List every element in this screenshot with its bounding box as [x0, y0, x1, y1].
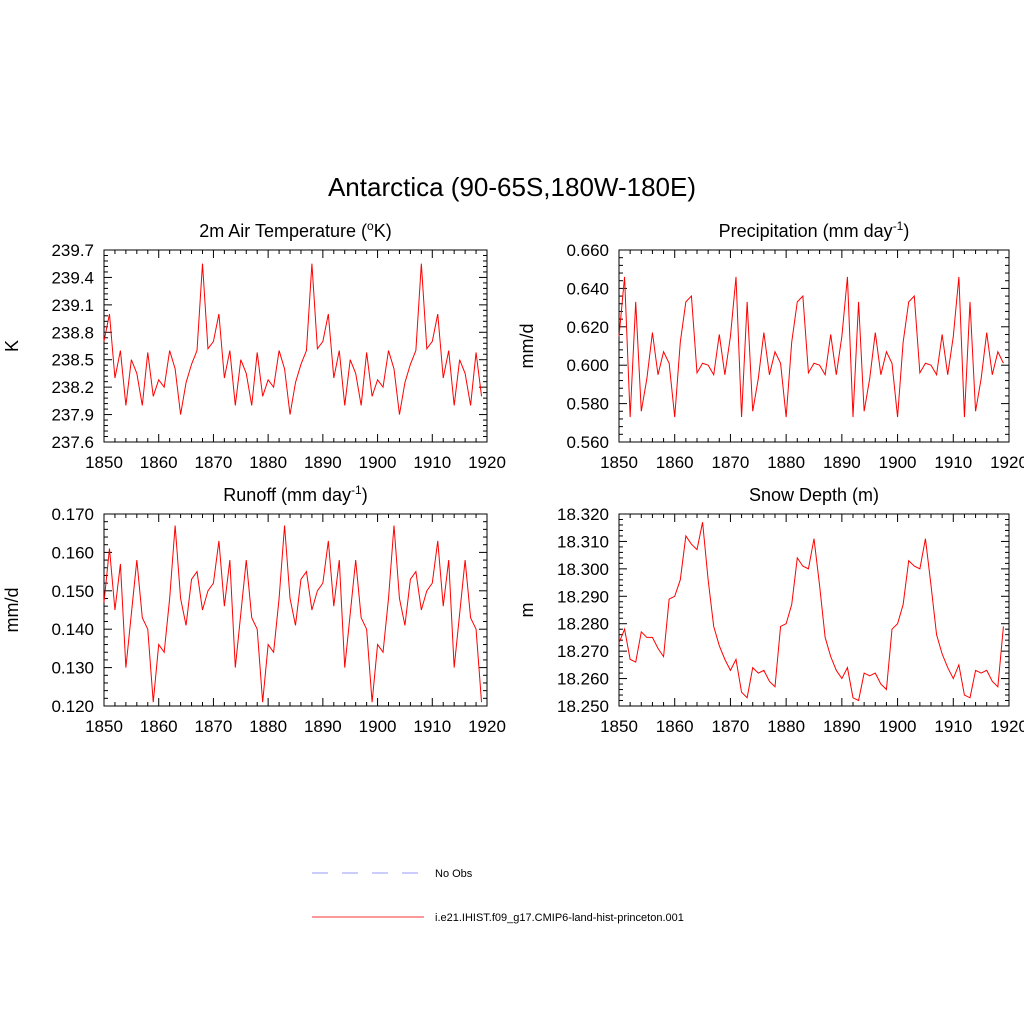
x-tick-label: 1890 [304, 717, 342, 736]
legend: No Obs i.e21.IHIST.f09_g17.CMIP6-land-his… [312, 868, 684, 924]
y-tick-label: 237.6 [51, 433, 94, 452]
x-tick-label: 1870 [195, 717, 233, 736]
series-line [103, 263, 483, 415]
y-tick-label: 0.120 [51, 697, 94, 716]
series-line [618, 522, 1004, 702]
y-tick-label: 18.290 [557, 587, 609, 606]
panel-title-sup: -1 [351, 483, 362, 497]
y-tick-label: 0.600 [566, 356, 609, 375]
x-tick-label: 1890 [823, 453, 861, 472]
y-tick-label: 18.260 [557, 670, 609, 689]
chart-panel-3: Snow Depth (m) m 1850 1860 1870 1880 1890 1900 1… [517, 485, 1024, 736]
y-tick-label: 238.2 [51, 378, 94, 397]
figure-title: Antarctica (90-65S,180W-180E) [328, 172, 696, 202]
y-tick-label: 237.9 [51, 406, 94, 425]
x-tick-label: 1850 [600, 453, 638, 472]
y-tick-label: 18.320 [557, 505, 609, 524]
x-tick-label: 1900 [359, 453, 397, 472]
x-tick-label: 1920 [990, 717, 1024, 736]
y-tick-label: 0.620 [566, 318, 609, 337]
series-line [618, 276, 1004, 418]
chart-panel-1: Precipitation (mm day-1) mm/d 1850 1860 1870… [517, 219, 1024, 472]
chart-panel-0: 2m Air Temperature (oK) K 1850 1860 1870 1880… [2, 219, 506, 472]
x-tick-label: 1880 [767, 453, 805, 472]
panel-title-end: K) [374, 221, 392, 241]
plot-frame [103, 249, 488, 443]
x-tick-label: 1910 [413, 453, 451, 472]
x-tick-label: 1850 [85, 717, 123, 736]
legend-label-1: i.e21.IHIST.f09_g17.CMIP6-land-hist-prin… [435, 912, 684, 924]
y-tick-label: 18.300 [557, 560, 609, 579]
x-tick-label: 1860 [140, 717, 178, 736]
panel-title: 2m Air Temperature (oK) [199, 219, 391, 241]
x-tick-label: 1880 [767, 717, 805, 736]
panel-title: Snow Depth (m) [749, 485, 879, 505]
x-tick-label: 1860 [656, 453, 694, 472]
x-tick-label: 1910 [413, 717, 451, 736]
plot-frame [618, 513, 1010, 707]
y-tick-label: 0.140 [51, 620, 94, 639]
panel-title-text: 2m Air Temperature ( [199, 221, 367, 241]
panel-title-text: Snow Depth (m) [749, 485, 879, 505]
x-tick-label: 1910 [934, 453, 972, 472]
x-tick-label: 1920 [468, 453, 506, 472]
x-tick-label: 1900 [359, 717, 397, 736]
panel-title-end: ) [362, 485, 368, 505]
y-tick-label: 0.170 [51, 505, 94, 524]
y-axis-label: m [517, 603, 537, 618]
y-tick-label: 0.560 [566, 433, 609, 452]
x-tick-label: 1890 [823, 717, 861, 736]
panel-title-sup: -1 [893, 219, 904, 233]
chart-panel-2: Runoff (mm day-1) mm/d 1850 1860 1870 1880 189… [2, 483, 506, 736]
x-tick-label: 1850 [600, 717, 638, 736]
x-tick-label: 1920 [990, 453, 1024, 472]
x-tick-label: 1860 [140, 453, 178, 472]
y-tick-label: 18.310 [557, 532, 609, 551]
y-tick-label: 0.160 [51, 543, 94, 562]
x-tick-label: 1880 [249, 717, 287, 736]
y-tick-label: 238.5 [51, 351, 94, 370]
x-tick-label: 1910 [934, 717, 972, 736]
y-axis-label: K [2, 340, 22, 352]
panel-title: Runoff (mm day-1) [223, 483, 367, 505]
x-tick-label: 1870 [195, 453, 233, 472]
y-tick-label: 18.270 [557, 642, 609, 661]
y-tick-label: 238.8 [51, 323, 94, 342]
x-tick-label: 1860 [656, 717, 694, 736]
x-tick-label: 1850 [85, 453, 123, 472]
legend-label-0: No Obs [435, 868, 473, 880]
x-tick-label: 1900 [879, 717, 917, 736]
panel-title-text: Precipitation (mm day [719, 221, 893, 241]
y-tick-label: 0.580 [566, 395, 609, 414]
y-tick-label: 239.1 [51, 296, 94, 315]
x-tick-label: 1880 [249, 453, 287, 472]
y-tick-label: 0.150 [51, 582, 94, 601]
plot-frame [103, 513, 488, 707]
chart-panels: 2m Air Temperature (oK) K 1850 1860 1870 1880… [2, 219, 1024, 736]
x-tick-label: 1870 [712, 717, 750, 736]
panel-title-sup: o [367, 219, 374, 233]
panel-title: Precipitation (mm day-1) [719, 219, 910, 241]
y-tick-label: 0.660 [566, 241, 609, 260]
y-tick-label: 239.7 [51, 241, 94, 260]
y-axis-label: mm/d [2, 588, 22, 633]
y-tick-label: 0.130 [51, 659, 94, 678]
y-tick-label: 18.250 [557, 697, 609, 716]
panel-title-text: Runoff (mm day [223, 485, 351, 505]
x-tick-label: 1920 [468, 717, 506, 736]
y-tick-label: 18.280 [557, 615, 609, 634]
plot-frame [618, 249, 1010, 443]
y-axis-label: mm/d [517, 324, 537, 369]
x-tick-label: 1870 [712, 453, 750, 472]
series-line [103, 525, 483, 703]
x-tick-label: 1900 [879, 453, 917, 472]
y-tick-label: 239.4 [51, 268, 94, 287]
x-tick-label: 1890 [304, 453, 342, 472]
y-tick-label: 0.640 [566, 279, 609, 298]
panel-title-end: ) [903, 221, 909, 241]
